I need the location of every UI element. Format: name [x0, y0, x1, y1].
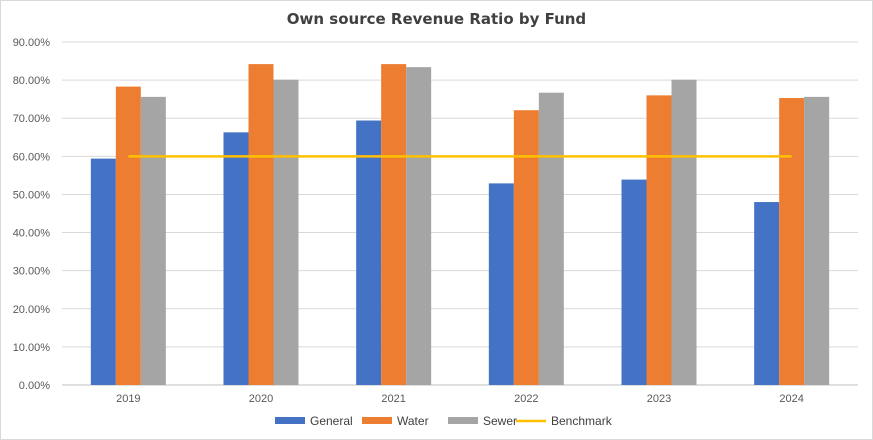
- bar-general: [488, 183, 514, 385]
- x-tick-label: 2023: [647, 393, 671, 405]
- y-tick-label: 50.00%: [13, 189, 51, 201]
- legend-label-general: General: [310, 414, 353, 428]
- legend-swatch-general: [275, 417, 305, 424]
- legend-label-sewer: Sewer: [483, 414, 517, 428]
- bar-water: [381, 64, 407, 386]
- bar-general: [90, 158, 116, 385]
- bar-water: [248, 64, 274, 386]
- chart-title: Own source Revenue Ratio by Fund: [286, 10, 587, 28]
- bar-general: [621, 179, 647, 385]
- y-tick-label: 40.00%: [13, 228, 51, 240]
- bar-sewer: [804, 96, 830, 385]
- bar-sewer: [273, 79, 299, 385]
- legend-label-benchmark: Benchmark: [551, 414, 613, 428]
- bar-sewer: [671, 79, 697, 385]
- bar-water: [513, 110, 539, 386]
- bar-general: [754, 202, 780, 385]
- bar-general: [356, 120, 382, 386]
- legend-swatch-sewer: [448, 417, 478, 424]
- x-tick-label: 2020: [249, 393, 273, 405]
- y-tick-label: 0.00%: [19, 380, 50, 392]
- x-tick-label: 2022: [514, 393, 538, 405]
- bar-sewer: [140, 96, 166, 385]
- y-tick-label: 60.00%: [13, 151, 51, 163]
- bar-water: [779, 98, 805, 386]
- y-tick-label: 20.00%: [13, 304, 51, 316]
- y-tick-label: 10.00%: [13, 342, 51, 354]
- x-tick-label: 2019: [116, 393, 140, 405]
- x-tick-label: 2024: [779, 393, 803, 405]
- bar-sewer: [406, 67, 432, 386]
- legend-label-water: Water: [397, 414, 429, 428]
- y-tick-label: 30.00%: [13, 266, 51, 278]
- legend-swatch-water: [362, 417, 392, 424]
- bar-sewer: [538, 92, 564, 385]
- y-tick-label: 90.00%: [13, 37, 51, 49]
- bar-general: [223, 132, 249, 385]
- bar-water: [115, 86, 141, 385]
- y-tick-label: 70.00%: [13, 113, 51, 125]
- y-tick-label: 80.00%: [13, 75, 51, 87]
- x-tick-label: 2021: [381, 393, 405, 405]
- bar-water: [646, 95, 672, 385]
